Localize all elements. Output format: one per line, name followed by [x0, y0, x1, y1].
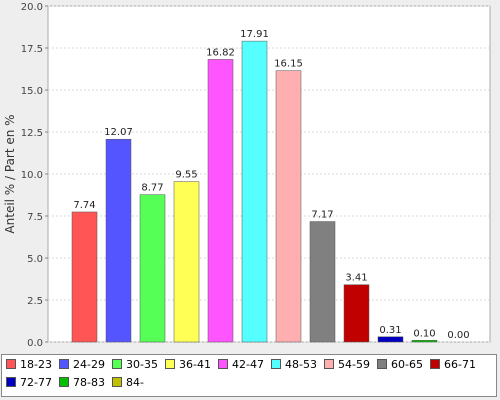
bar-value-label: 12.07 — [104, 127, 133, 138]
bar-48-53 — [241, 40, 268, 343]
bar-66-71 — [343, 284, 370, 343]
legend-label: 84- — [126, 376, 144, 389]
legend-item-36-41: 36-41 — [165, 358, 211, 372]
legend-item-18-23: 18-23 — [6, 358, 52, 372]
legend-swatch — [430, 359, 440, 369]
legend-swatch — [6, 359, 16, 369]
y-tick-label: 12.5 — [21, 128, 43, 139]
legend-item-48-53: 48-53 — [271, 358, 317, 372]
bar-value-label: 16.15 — [274, 59, 303, 70]
legend-swatch — [112, 359, 122, 369]
legend: 18-23 24-29 30-35 36-41 42-47 48-53 54-59 60-65… — [1, 354, 497, 397]
legend-item-72-77: 72-77 — [6, 376, 52, 390]
y-axis-label: Anteil % / Part en % — [3, 114, 17, 233]
legend-item-42-47: 42-47 — [218, 358, 264, 372]
bar-value-label: 8.77 — [141, 183, 163, 194]
legend-label: 66-71 — [444, 358, 476, 371]
legend-item-84-: 84- — [112, 376, 144, 390]
legend-label: 30-35 — [126, 358, 158, 371]
legend-label: 42-47 — [232, 358, 264, 371]
legend-item-30-35: 30-35 — [112, 358, 158, 372]
y-tick-label: 0.0 — [27, 338, 43, 349]
y-tick-label: 2.5 — [27, 296, 43, 307]
bar-36-41 — [173, 181, 200, 343]
legend-label: 18-23 — [20, 358, 52, 371]
legend-item-54-59: 54-59 — [324, 358, 370, 372]
legend-label: 48-53 — [285, 358, 317, 371]
legend-label: 72-77 — [20, 376, 52, 389]
bar-value-label: 0.00 — [447, 330, 469, 341]
legend-item-60-65: 60-65 — [377, 358, 423, 372]
bar-value-label: 7.17 — [311, 210, 333, 221]
legend-label: 54-59 — [338, 358, 370, 371]
bar-78-83 — [411, 340, 438, 343]
legend-label: 36-41 — [179, 358, 211, 371]
legend-swatch — [324, 359, 334, 369]
legend-swatch — [165, 359, 175, 369]
chart-svg: 0.0 2.5 5.0 7.5 10.0 12.5 15.0 17.5 20.0 7.74 12.… — [3, 2, 491, 349]
legend-label: 60-65 — [391, 358, 423, 371]
bar-value-label: 9.55 — [175, 170, 197, 181]
y-tick-label: 7.5 — [27, 212, 43, 223]
legend-swatch — [112, 377, 122, 387]
bar-42-47 — [207, 59, 234, 343]
legend-label: 78-83 — [73, 376, 105, 389]
legend-item-66-71: 66-71 — [430, 358, 476, 372]
legend-swatch — [218, 359, 228, 369]
y-tick-label: 17.5 — [21, 44, 43, 55]
bar-54-59 — [275, 70, 302, 343]
legend-swatch — [6, 377, 16, 387]
bar-18-23 — [71, 211, 98, 343]
legend-label: 24-29 — [73, 358, 105, 371]
legend-swatch — [271, 359, 281, 369]
legend-swatch — [59, 377, 69, 387]
bar-24-29 — [105, 138, 132, 343]
legend-swatch — [59, 359, 69, 369]
bar-value-label: 16.82 — [206, 47, 235, 58]
legend-item-24-29: 24-29 — [59, 358, 105, 372]
y-tick-label: 20.0 — [21, 2, 43, 13]
bar-72-77 — [377, 336, 404, 343]
bar-60-65 — [309, 221, 336, 343]
bar-value-label: 3.41 — [345, 273, 367, 284]
bar-value-label: 17.91 — [240, 29, 269, 40]
bar-value-label: 0.31 — [379, 325, 401, 336]
legend-swatch — [377, 359, 387, 369]
y-tick-label: 10.0 — [21, 170, 43, 181]
y-tick-label: 5.0 — [27, 254, 43, 265]
bar-30-35 — [139, 194, 166, 343]
bar-value-label: 7.74 — [73, 200, 95, 211]
bar-value-label: 0.10 — [413, 328, 435, 339]
legend-item-78-83: 78-83 — [59, 376, 105, 390]
y-tick-label: 15.0 — [21, 86, 43, 97]
